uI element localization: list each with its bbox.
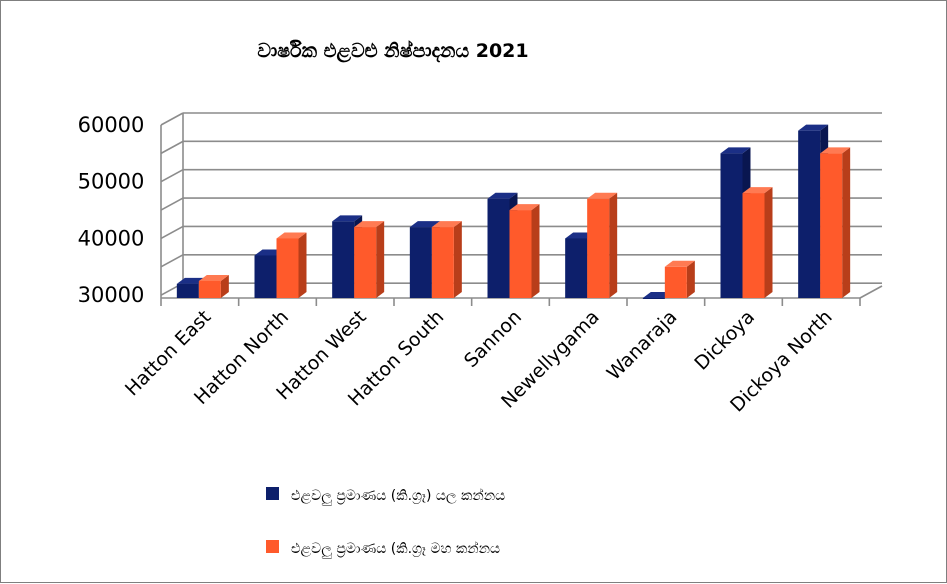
- gridline-side: [160, 140, 184, 155]
- y-tick-label: 30000: [78, 283, 145, 307]
- gridline-side: [160, 112, 184, 126]
- bar-2-6: [664, 260, 695, 298]
- x-tick-label: Dickoya: [690, 306, 759, 375]
- bar-2-1: [276, 232, 307, 298]
- gridline-side: [160, 225, 184, 240]
- gridline-side: [160, 254, 184, 268]
- x-tick-label: Wanaraja: [603, 306, 682, 385]
- y-tick-label: 60000: [78, 113, 145, 137]
- bar-2-0: [198, 274, 229, 298]
- legend: එළවලු ප්‍රමාණය (කි.ග්‍රෑ) යල කන්නය එළවලු…: [266, 487, 505, 559]
- bars-layer: [176, 124, 851, 299]
- y-tick-label: 50000: [78, 170, 145, 194]
- bar-2-2: [354, 221, 385, 298]
- y-axis-ticks: 30000 40000 50000 60000: [78, 113, 145, 307]
- bar-2-4: [509, 204, 540, 298]
- floor-edge: [859, 285, 883, 299]
- bar-2-7: [742, 187, 773, 298]
- legend-swatch-series-2: [266, 540, 279, 553]
- x-tick-label: Sannon: [460, 306, 526, 372]
- legend-label-series-2: එළවලු ප්‍රමාණය (කි.ග්‍රෑ මහ කන්නය: [291, 541, 500, 559]
- y-tick-label: 40000: [78, 226, 145, 250]
- legend-label-series-1: එළවලු ප්‍රමාණය (කි.ග්‍රෑ) යල කන්නය: [291, 488, 505, 506]
- bar-2-8: [820, 147, 851, 298]
- bar-2-3: [431, 221, 462, 298]
- bar-2-5: [587, 192, 618, 298]
- chart-title: වාර්ෂික එළවළු නිෂ්පාදනය 2021: [257, 40, 528, 63]
- gridline-side: [160, 169, 184, 183]
- legend-swatch-series-1: [266, 487, 279, 500]
- gridline-side: [160, 197, 184, 211]
